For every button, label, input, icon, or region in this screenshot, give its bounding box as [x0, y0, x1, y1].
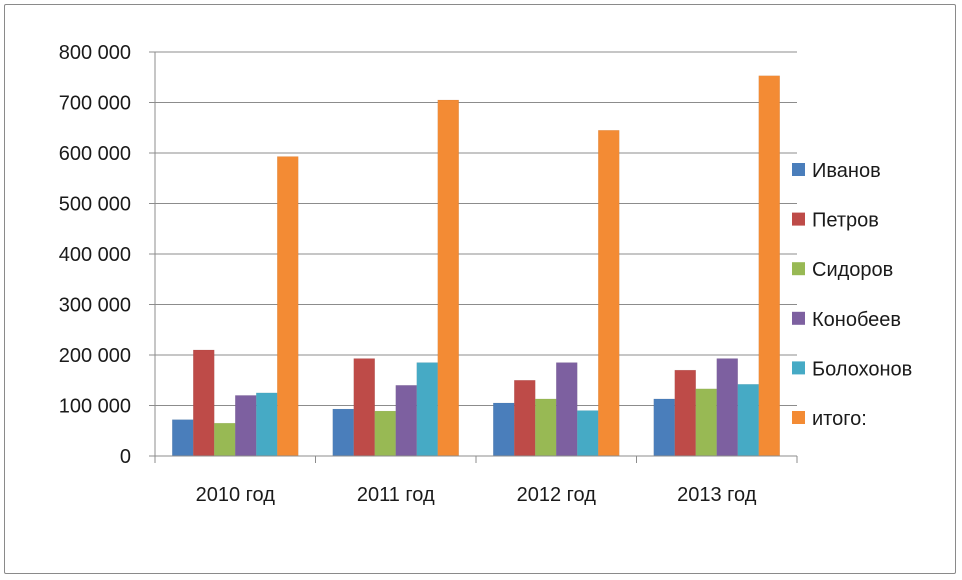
x-tick-label: 2011 год	[357, 484, 435, 506]
y-tick-label: 100 000	[59, 396, 131, 418]
legend-label: Петров	[812, 210, 879, 232]
bars	[172, 75, 780, 457]
y-tick-label: 400 000	[59, 244, 131, 266]
legend-label: Болохонов	[812, 358, 912, 380]
chart-frame	[4, 4, 956, 574]
legend-swatch	[792, 212, 805, 226]
y-tick-label: 200 000	[59, 345, 131, 367]
y-tick-label: 800 000	[59, 42, 131, 64]
y-axis-tick-labels: 0 100 000 200 000 300 000 400 000 500 000 600 …	[59, 42, 131, 468]
bar-1-2	[332, 408, 354, 457]
bar-2-4	[674, 369, 696, 457]
legend-swatch	[792, 262, 805, 276]
bar-5-1	[256, 392, 278, 457]
bar-1-3	[493, 402, 515, 457]
bar-3-4	[695, 388, 717, 457]
legend-swatch	[792, 163, 805, 176]
y-tick-label: 700 000	[59, 93, 131, 115]
bar-6-2	[437, 99, 459, 457]
y-tick-label: 300 000	[59, 295, 131, 317]
bar-4-3	[556, 362, 578, 457]
legend-swatch	[792, 361, 805, 375]
legend-label: Конобеев	[812, 309, 901, 331]
legend-swatch	[792, 411, 805, 424]
x-tick-label: 2012 год	[517, 484, 597, 506]
bar-2-2	[353, 358, 375, 457]
bar-5-4	[737, 384, 759, 457]
bar-4-4	[716, 358, 738, 457]
x-tick-label: 2010 год	[196, 484, 276, 506]
legend-label: итого:	[812, 408, 867, 430]
bar-2-3	[514, 380, 536, 457]
bar-6-4	[758, 75, 780, 457]
y-tick-label: 0	[120, 446, 131, 468]
x-tick-label: 2013 год	[677, 484, 757, 506]
bar-4-1	[235, 395, 257, 457]
bar-3-1	[214, 422, 236, 457]
bar-4-2	[395, 385, 417, 457]
axes	[154, 52, 798, 463]
y-tick-label: 500 000	[59, 194, 131, 216]
x-axis-tick-labels: 2010 год 2011 год 2012 год 2013 год	[196, 484, 757, 506]
bar-5-2	[416, 362, 438, 457]
bar-5-3	[577, 410, 599, 457]
bar-2-1	[193, 349, 215, 457]
bar-6-1	[277, 156, 299, 457]
bar-1-1	[172, 419, 194, 457]
bar-3-3	[535, 398, 557, 457]
legend-label: Иванов	[812, 160, 881, 182]
y-tick-label: 600 000	[59, 143, 131, 165]
legend: Иванов Петров Сидоров Конобеев Болохонов итог…	[792, 160, 912, 430]
legend-label: Сидоров	[812, 259, 893, 281]
legend-swatch	[792, 311, 805, 325]
bar-6-3	[598, 130, 620, 457]
bar-3-2	[374, 410, 396, 457]
bar-1-4	[653, 398, 675, 457]
